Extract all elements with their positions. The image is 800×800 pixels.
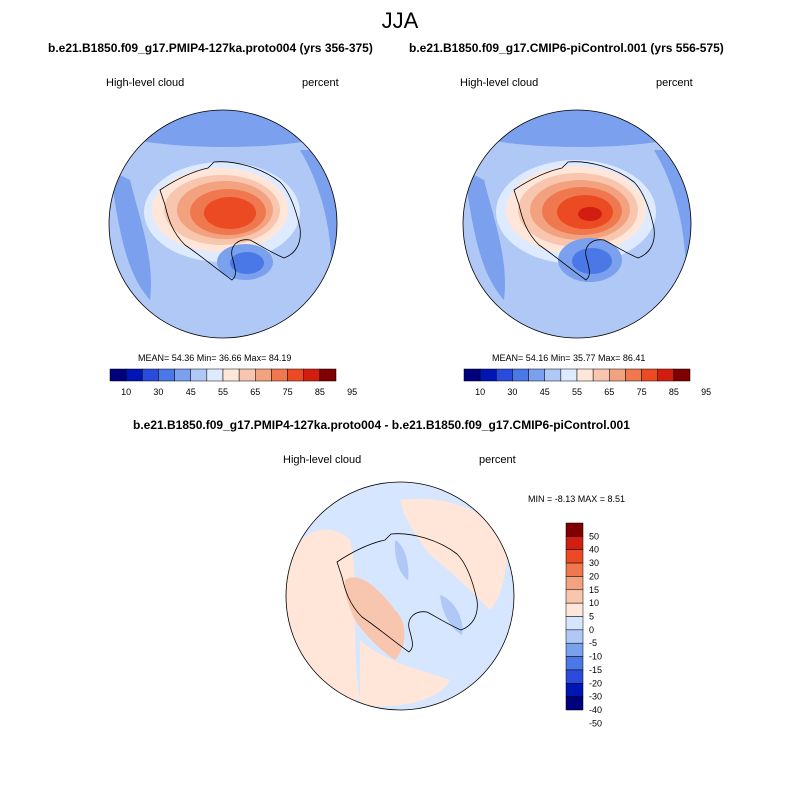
- panel3-stats: MIN = -8.13 MAX = 8.51: [528, 494, 626, 504]
- colorbar3-tick-label: -40: [589, 705, 602, 715]
- colorbar1-tick-label: 45: [186, 387, 196, 397]
- map1-coastline: [159, 161, 301, 281]
- colorbar3-swatch: [565, 629, 584, 644]
- colorbar3-swatch: [565, 602, 584, 617]
- colorbar3-swatch: [565, 576, 584, 591]
- colorbar1-swatch: [174, 368, 191, 382]
- colorbar1-swatch: [271, 368, 288, 382]
- colorbar1-swatch: [142, 368, 159, 382]
- panel2-variable: High-level cloud: [460, 77, 539, 89]
- colorbar2-tick-label: 65: [604, 387, 614, 397]
- colorbar3-swatch: [565, 696, 584, 711]
- colorbar-1: 10 30 45 55 65 75 85 95: [109, 368, 357, 397]
- colorbar1-swatch: [255, 368, 272, 382]
- colorbar1-swatch: [206, 368, 224, 382]
- colorbar1-swatch: [109, 368, 127, 382]
- colorbar2-tick-label: 85: [669, 387, 679, 397]
- colorbar1-tick-label: 95: [347, 387, 357, 397]
- colorbar3-swatch: [565, 642, 584, 657]
- panel3-units: percent: [479, 454, 516, 466]
- colorbar3-tick-label: 30: [589, 558, 599, 568]
- map1-field: [109, 110, 337, 338]
- colorbar1-tick-label: 65: [250, 387, 260, 397]
- map3-field: [286, 482, 514, 710]
- map2-coastline: [513, 161, 655, 281]
- colorbar2-swatch: [641, 368, 658, 382]
- panel2-units: percent: [656, 77, 693, 89]
- colorbar3-swatch: [565, 616, 584, 631]
- colorbar3-swatch: [565, 656, 584, 671]
- colorbar3-tick-label: 15: [589, 585, 599, 595]
- colorbar2-swatch: [592, 368, 610, 382]
- map3-boundary: [285, 481, 515, 711]
- main-title: JJA: [381, 8, 419, 33]
- colorbar1-tick-label: 85: [315, 387, 325, 397]
- colorbar3-tick-label: -10: [589, 652, 602, 662]
- colorbar2-swatch: [528, 368, 545, 382]
- colorbar1-swatch: [319, 368, 337, 382]
- colorbar3-swatch: [565, 562, 584, 577]
- colorbar1-swatch: [125, 368, 143, 382]
- colorbar3-swatch: [565, 589, 584, 604]
- colorbar3-tick-label: -5: [589, 638, 597, 648]
- colorbar1-swatch: [190, 368, 208, 382]
- map3-coastline: [336, 533, 478, 653]
- map2-boundary: [462, 109, 692, 339]
- colorbar2-swatch: [512, 368, 529, 382]
- colorbar1-tick-label: 30: [153, 387, 163, 397]
- colorbar3-tick-label: 5: [589, 612, 594, 622]
- map2-field: [463, 110, 691, 338]
- colorbar2-tick-label: 10: [475, 387, 485, 397]
- colorbar1-swatch: [303, 368, 321, 382]
- colorbar1-tick-label: 55: [218, 387, 228, 397]
- colorbar2-swatch: [657, 368, 675, 382]
- panel1-stats: MEAN= 54.36 Min= 36.66 Max= 84.19: [138, 353, 292, 363]
- colorbar2-tick-label: 45: [540, 387, 550, 397]
- panel1-variable: High-level cloud: [106, 77, 185, 89]
- colorbar2-tick-label: 55: [572, 387, 582, 397]
- colorbar2-swatch: [463, 368, 481, 382]
- panel1-title: b.e21.B1850.f09_g17.PMIP4-127ka.proto004…: [48, 41, 373, 55]
- colorbar3-tick-label: 10: [589, 598, 599, 608]
- colorbar1-swatch: [158, 368, 175, 382]
- colorbar2-swatch: [479, 368, 497, 382]
- map1-boundary: [108, 109, 338, 339]
- colorbar3-tick-label: 50: [589, 531, 599, 541]
- colorbar1-swatch: [238, 368, 256, 382]
- colorbar3-tick-label: -20: [589, 678, 602, 688]
- colorbar2-swatch: [560, 368, 578, 382]
- colorbar3-swatch: [565, 669, 584, 684]
- colorbar3-tick-label: -15: [589, 665, 602, 675]
- colorbar3-swatch: [565, 683, 584, 697]
- colorbar3-swatch: [565, 522, 584, 537]
- colorbar2-swatch: [609, 368, 626, 382]
- panel2-title: b.e21.B1850.f09_g17.CMIP6-piControl.001 …: [409, 41, 724, 55]
- colorbar3-swatch: [565, 536, 584, 550]
- colorbar1-swatch: [287, 368, 304, 382]
- colorbar3-tick-label: 0: [589, 625, 594, 635]
- panel3-variable: High-level cloud: [283, 454, 362, 466]
- colorbar2-tick-label: 75: [637, 387, 647, 397]
- panel2-stats: MEAN= 54.16 Min= 35.77 Max= 86.41: [492, 353, 646, 363]
- panel1-units: percent: [302, 77, 339, 89]
- colorbar3-tick-label: 40: [589, 545, 599, 555]
- colorbar1-swatch: [222, 368, 240, 382]
- colorbar3-tick-label: -50: [589, 718, 602, 728]
- colorbar-2: 10 30 45 55 65 75 85 95: [463, 368, 711, 397]
- colorbar3-tick-label: -30: [589, 692, 602, 702]
- colorbar2-swatch: [576, 368, 594, 382]
- colorbar2-swatch: [496, 368, 513, 382]
- colorbar2-tick-label: 95: [701, 387, 711, 397]
- colorbar2-tick-label: 30: [507, 387, 517, 397]
- colorbar2-swatch: [625, 368, 642, 382]
- colorbar1-tick-label: 10: [121, 387, 131, 397]
- colorbar1-tick-label: 75: [283, 387, 293, 397]
- colorbar2-swatch: [673, 368, 691, 382]
- colorbar2-swatch: [544, 368, 562, 382]
- panel3-title: b.e21.B1850.f09_g17.PMIP4-127ka.proto004…: [133, 418, 630, 432]
- colorbar3-tick-label: 20: [589, 571, 599, 581]
- colorbar3-swatch: [565, 549, 584, 564]
